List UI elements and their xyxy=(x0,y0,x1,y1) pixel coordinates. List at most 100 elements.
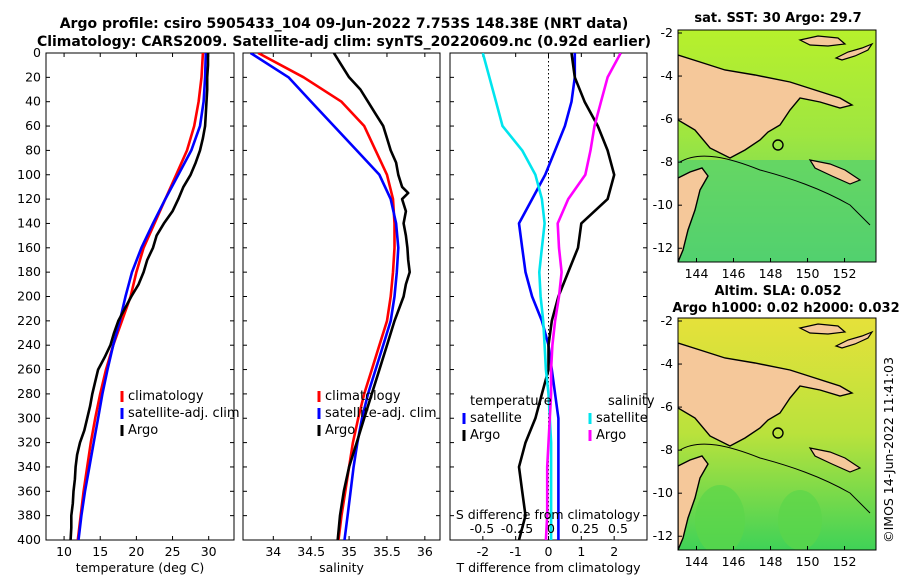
legend-label: Argo xyxy=(470,428,500,443)
series-group-salinity xyxy=(249,53,412,540)
depth-tick-label: 220 xyxy=(17,313,41,328)
sst-map xyxy=(678,30,876,262)
x-tick-label: 1 xyxy=(577,544,585,559)
legend-label: Argo xyxy=(325,423,355,438)
x-tick-label: 20 xyxy=(128,544,144,559)
legend-label: satellite xyxy=(596,411,648,426)
depth-tick-label: 200 xyxy=(17,289,41,304)
lat-tick-label: -6 xyxy=(661,399,674,414)
sla-argo-location-marker xyxy=(772,427,784,439)
x-tick-label: 15 xyxy=(92,544,108,559)
depth-tick-label: 60 xyxy=(25,118,41,133)
series-group-difference xyxy=(481,53,622,540)
depth-tick-label: 80 xyxy=(25,142,41,157)
legend-label: Argo xyxy=(128,423,158,438)
lat-tick-label: -10 xyxy=(653,197,673,212)
series-line-satellite-adj-clim xyxy=(77,53,208,540)
lat-tick-label: -12 xyxy=(653,528,673,543)
sla-eddy-2 xyxy=(778,490,822,550)
x-axis-label: salinity xyxy=(319,560,364,575)
series-line-t-satellite xyxy=(517,53,577,540)
series-line-satellite-adj-clim xyxy=(249,53,400,540)
lon-tick-label: 144 xyxy=(685,266,709,281)
lon-tick-label: 150 xyxy=(796,266,820,281)
x-axis-label: temperature (deg C) xyxy=(76,560,205,575)
lat-tick-label: -2 xyxy=(661,25,673,40)
lon-tick-label: 144 xyxy=(685,554,709,569)
s-tick-label: -0.5 xyxy=(470,521,494,536)
depth-tick-label: 40 xyxy=(25,94,41,109)
s-axis-label: S difference from climatology xyxy=(456,507,641,522)
lat-tick-label: -2 xyxy=(661,313,673,328)
series-line-climatology xyxy=(257,53,396,540)
sst-land-islands-se xyxy=(808,159,862,185)
sla-map-title1: Altim. SLA: 0.052 xyxy=(715,284,842,299)
sla-land-islands-se xyxy=(808,447,862,473)
depth-tick-label: 400 xyxy=(17,532,41,547)
depth-tick-label: 140 xyxy=(17,215,41,230)
legend-label: satellite-adj. clim xyxy=(325,406,437,421)
s-tick-label: 0.5 xyxy=(608,521,628,536)
depth-tick-label: 340 xyxy=(17,459,41,474)
s-tick-label: 0 xyxy=(547,521,555,536)
panel-temperature: 0 20 40 60 80 100 120 140 160 180 200 220 240 260 280 3… xyxy=(17,45,239,575)
lon-tick-label: 148 xyxy=(759,554,783,569)
lat-tick-label: -4 xyxy=(661,68,674,83)
panel-difference: -2 -1 0 1 2T difference from climatology temp… xyxy=(449,52,655,575)
depth-tick-label: 100 xyxy=(17,167,41,182)
lat-tick-label: -6 xyxy=(661,111,674,126)
sst-argo-location-marker xyxy=(772,139,784,151)
sst-map-title: sat. SST: 30 Argo: 29.7 xyxy=(694,11,861,26)
x-tick-label: 36 xyxy=(417,544,433,559)
sla-map-frame xyxy=(677,317,877,551)
sst-land-island xyxy=(798,35,847,47)
legend-t-title: temperature xyxy=(470,394,552,409)
title-line2: Climatology: CARS2009. Satellite-adj cli… xyxy=(37,34,651,50)
lon-tick-label: 146 xyxy=(722,554,746,569)
sla-eddy-1 xyxy=(695,485,745,550)
s-tick-label: 0.25 xyxy=(571,521,599,536)
lat-tick-label: -10 xyxy=(653,485,673,500)
lon-tick-label: 148 xyxy=(759,266,783,281)
depth-tick-label: 260 xyxy=(17,362,41,377)
lat-tick-label: -12 xyxy=(653,240,673,255)
x-tick-label: 10 xyxy=(56,544,72,559)
series-line-s-satellite xyxy=(481,53,553,540)
lon-tick-label: 152 xyxy=(833,266,857,281)
axes-frame-salinity xyxy=(242,52,441,541)
sla-land-island xyxy=(798,323,847,335)
legend-label: climatology xyxy=(325,389,401,404)
x-axis-label: T difference from climatology xyxy=(455,560,641,575)
sla-land-australia xyxy=(678,455,709,550)
lat-tick-label: -4 xyxy=(661,356,674,371)
x-tick-label: 25 xyxy=(165,544,181,559)
x-tick-label: 34 xyxy=(265,544,281,559)
sst-map-frame xyxy=(677,29,877,263)
lon-tick-label: 146 xyxy=(722,266,746,281)
sla-land-newguinea xyxy=(678,342,854,447)
sst-contour xyxy=(679,155,871,226)
lat-tick-label: -8 xyxy=(661,442,674,457)
depth-tick-label: 280 xyxy=(17,386,41,401)
series-line-climatology xyxy=(76,53,205,540)
x-tick-label: -1 xyxy=(509,544,521,559)
sla-map-ticks: 144 146 148 150 152 -2 -4 -6 -8 -10 -12 xyxy=(653,313,857,569)
x-tick-label: 30 xyxy=(201,544,217,559)
depth-tick-label: 300 xyxy=(17,410,41,425)
panel-salinity: 34 34.5 35 35.5 36 salinity climatology satelli… xyxy=(242,52,441,575)
sst-land-newguinea xyxy=(678,54,854,159)
series-line-argo xyxy=(332,53,412,540)
series-line-argo xyxy=(69,53,210,540)
lon-tick-label: 150 xyxy=(796,554,820,569)
lon-tick-label: 152 xyxy=(833,554,857,569)
s-tick-label: -0.25 xyxy=(501,521,533,536)
sla-land-newireland xyxy=(834,330,874,349)
legend-s-title: salinity xyxy=(608,394,655,409)
depth-tick-label: 360 xyxy=(17,483,41,498)
depth-tick-label: 0 xyxy=(33,45,41,60)
x-tick-label: 0 xyxy=(545,544,553,559)
x-tick-label: -2 xyxy=(477,544,489,559)
legend-label: climatology xyxy=(128,389,204,404)
series-line-s-argo xyxy=(544,53,622,540)
